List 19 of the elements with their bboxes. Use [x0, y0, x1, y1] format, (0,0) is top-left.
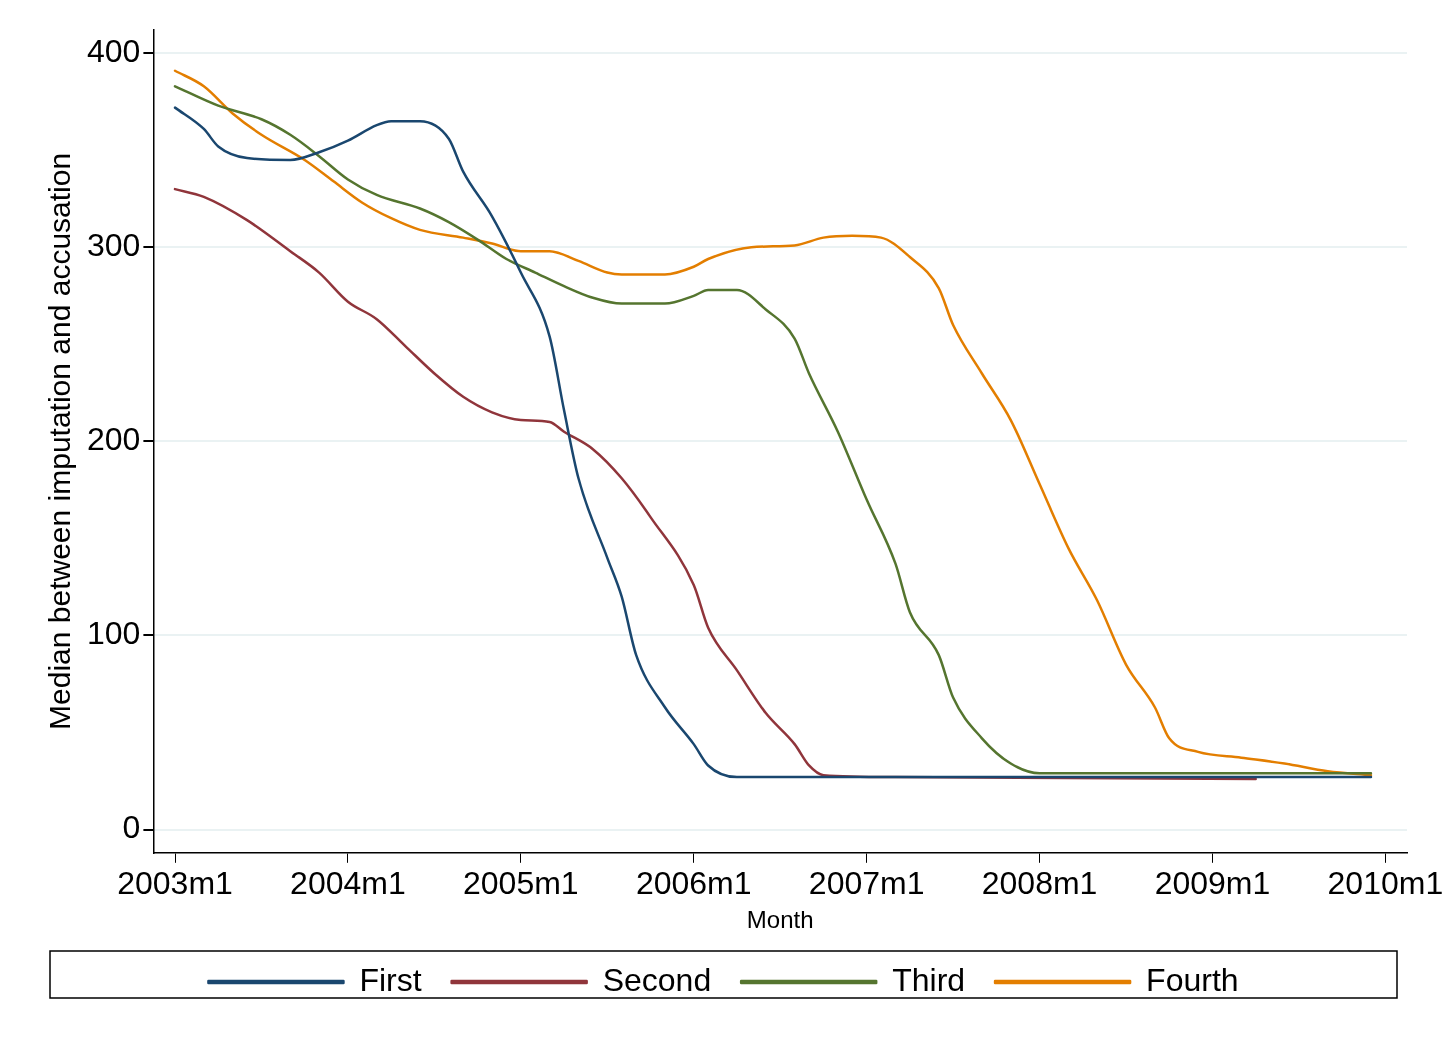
legend-label: First [359, 961, 422, 998]
x-axis-title: Month [746, 906, 814, 934]
y-tick-label: 100 [87, 615, 141, 652]
legend-label: Third [892, 961, 966, 998]
x-tick-label: 2004m1 [290, 864, 406, 901]
x-tick-label: 2005m1 [463, 864, 579, 901]
x-tick-label: 2007m1 [808, 864, 925, 901]
x-tick-label: 2006m1 [635, 864, 752, 901]
y-tick-label: 200 [87, 421, 141, 458]
y-tick-label: 300 [87, 227, 141, 264]
x-tick-label: 2009m1 [1154, 864, 1271, 901]
legend-label: Second [602, 961, 712, 998]
y-tick-label: 400 [87, 33, 141, 70]
x-tick-label: 2003m1 [117, 864, 233, 901]
y-tick-label: 0 [122, 809, 141, 846]
x-tick-label: 2010m1 [1327, 864, 1444, 901]
x-tick-label: 2008m1 [981, 864, 1098, 901]
y-axis-title: Median between imputation and accusation [43, 152, 77, 730]
legend-label: Fourth [1146, 961, 1239, 998]
